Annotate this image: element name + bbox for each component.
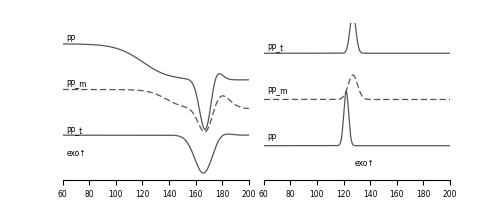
- Text: PP_t: PP_t: [268, 43, 284, 52]
- Text: PP: PP: [66, 35, 76, 44]
- Text: PP: PP: [268, 133, 277, 142]
- Text: PP_t: PP_t: [66, 125, 82, 134]
- Text: PP_m: PP_m: [66, 78, 87, 87]
- Text: exo↑: exo↑: [66, 148, 86, 157]
- Text: exo↑: exo↑: [354, 158, 374, 167]
- Text: PP_m: PP_m: [268, 86, 288, 95]
